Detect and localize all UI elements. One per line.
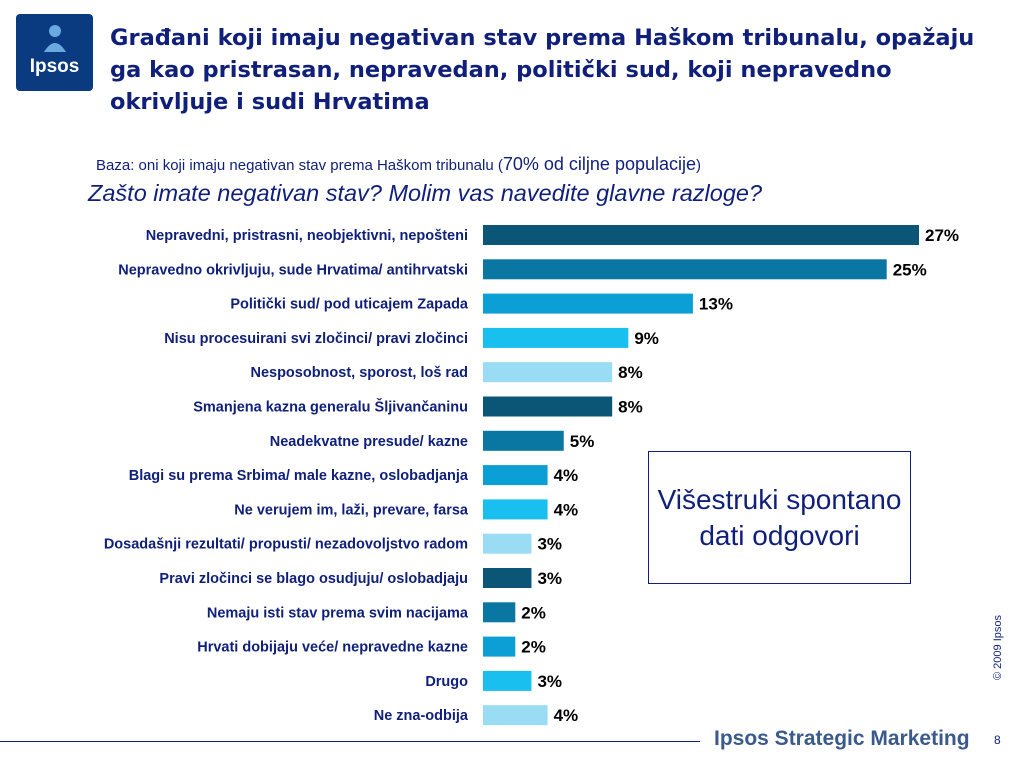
base-close: ) (696, 157, 702, 174)
bar (483, 327, 629, 348)
survey-question: Zašto imate negativan stav? Molim vas na… (88, 180, 763, 206)
value-label: 25% (893, 260, 927, 279)
value-label: 8% (618, 363, 643, 382)
bar (483, 396, 613, 417)
category-label: Neadekvatne presude/ kazne (270, 434, 468, 450)
value-label: 8% (618, 398, 643, 417)
category-label: Hrvati dobijaju veće/ nepravedne kazne (197, 640, 468, 656)
bar (483, 259, 887, 280)
logo-text: Ipsos (29, 56, 80, 77)
bar (483, 362, 613, 383)
value-label: 3% (537, 569, 562, 588)
bar (483, 602, 516, 623)
page-number: 8 (994, 733, 1001, 747)
category-label: Smanjena kazna generalu Šljivančaninu (193, 398, 468, 416)
page-title: Građani koji imaju negativan stav prema … (110, 25, 975, 115)
copyright: © 2009 Ipsos (992, 615, 1004, 680)
category-label: Blagi su prema Srbima/ male kazne, oslob… (129, 468, 469, 484)
bar (483, 705, 548, 726)
category-label: Nesposobnost, sporost, loš rad (250, 365, 468, 381)
footer-divider (0, 741, 700, 742)
category-label: Drugo (425, 674, 468, 690)
value-label: 4% (554, 500, 579, 519)
value-label: 3% (537, 535, 562, 554)
bar (483, 465, 548, 486)
bar (483, 499, 548, 520)
bar (483, 568, 532, 588)
category-label: Dosadašnji rezultati/ propusti/ nezadovo… (104, 537, 468, 553)
value-label: 13% (699, 295, 733, 314)
value-label: 9% (634, 329, 659, 348)
bar (483, 533, 532, 554)
multiple-answers-note: Višestruki spontano dati odgovori (648, 451, 911, 584)
ipsos-logo: Ipsos (16, 14, 93, 91)
bar (483, 225, 919, 245)
base-text: Baza: oni koji imaju negativan stav prem… (96, 157, 503, 174)
ipsos-figure-icon (44, 25, 66, 52)
value-label: 27% (925, 226, 959, 245)
value-label: 3% (537, 672, 562, 691)
category-label: Nepravedno okrivljuju, sude Hrvatima/ an… (118, 262, 468, 278)
value-label: 4% (554, 706, 579, 725)
base-note: Baza: oni koji imaju negativan stav prem… (96, 154, 701, 175)
value-label: 2% (521, 603, 546, 622)
bar (483, 430, 564, 451)
value-label: 5% (570, 432, 595, 451)
value-label: 4% (554, 466, 579, 485)
category-label: Politički sud/ pod uticajem Zapada (230, 297, 469, 313)
category-label: Nemaju isti stav prema svim nacijama (207, 605, 469, 621)
base-highlight: 70% od ciljne populacije (502, 154, 697, 174)
footer-brand: Ipsos Strategic Marketing (714, 727, 970, 750)
category-label: Pravi zločinci se blago osudjuju/ osloba… (159, 571, 468, 587)
category-label: Ne verujem im, laži, prevare, farsa (234, 502, 469, 518)
category-label: Ne zna-odbija (374, 708, 469, 724)
bar (483, 293, 693, 314)
bar (483, 670, 532, 691)
bar (483, 636, 516, 657)
category-label: Nepravedni, pristrasni, neobjektivni, ne… (146, 228, 468, 244)
category-label: Nisu procesuirani svi zločinci/ pravi zl… (164, 331, 468, 347)
value-label: 2% (521, 638, 546, 657)
